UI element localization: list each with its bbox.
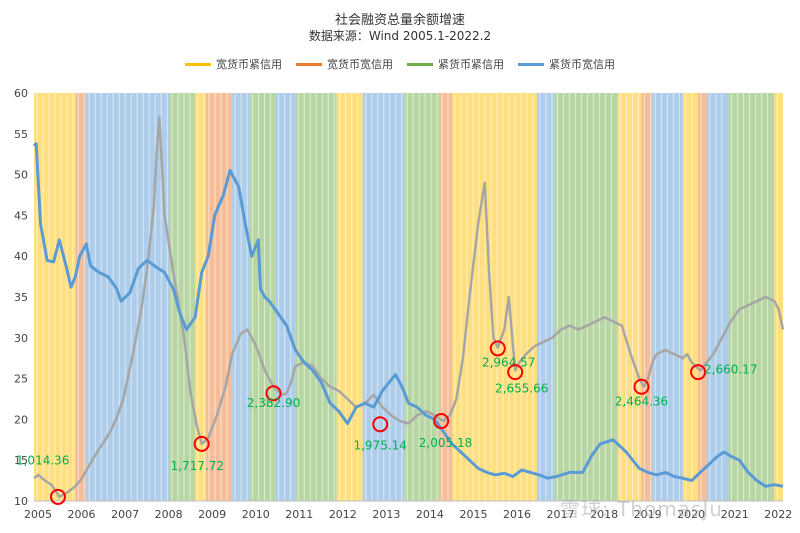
annotation-circle [433, 413, 450, 430]
x-tick-label: 2021 [721, 508, 749, 521]
regime-band [336, 93, 363, 501]
x-tick-label: 2019 [634, 508, 662, 521]
legend-item-wide-money-wide-credit: 宽货币宽信用 [296, 56, 393, 72]
annotations: 1,014.36 1,717.72 2,382.90 1,975.14 2,005.18… [16, 340, 757, 505]
annotation-label: 2,660.17 [704, 363, 757, 377]
series-lines [32, 116, 785, 499]
regime-band [706, 93, 729, 501]
x-tick-label: 2010 [242, 508, 270, 521]
x-tick-label: 2009 [198, 508, 226, 521]
annotation-label: 1,717.72 [171, 459, 224, 473]
x-tick-label: 2008 [155, 508, 183, 521]
y-tick-label: 45 [14, 209, 28, 222]
annotation-label: 2,464.36 [615, 395, 668, 409]
series-line-blue [32, 142, 784, 488]
x-tick-label: 2011 [285, 508, 313, 521]
x-tick-label: 2012 [329, 508, 357, 521]
regime-band [774, 93, 783, 501]
x-tick-label: 2020 [677, 508, 705, 521]
regime-bands [34, 93, 783, 501]
regime-band [617, 93, 642, 501]
x-tick-label: 2014 [416, 508, 444, 521]
y-tick-label: 40 [14, 250, 28, 263]
annotation-circle [489, 340, 506, 357]
y-tick-label: 50 [14, 169, 28, 182]
x-tick-label: 2015 [459, 508, 487, 521]
annotation-label: 2,382.90 [247, 396, 300, 410]
legend-swatch [185, 62, 211, 66]
regime-band [206, 93, 233, 501]
legend-item-tight-money-wide-credit: 紧货币宽信用 [518, 56, 615, 72]
x-tick-label: 2017 [547, 508, 575, 521]
legend-swatch [296, 62, 322, 66]
y-tick-label: 30 [14, 332, 28, 345]
legend-label: 紧货币紧信用 [438, 58, 504, 71]
x-tick-label: 2022 [764, 508, 792, 521]
legend-item-tight-money-tight-credit: 紧货币紧信用 [407, 56, 504, 72]
x-tick-label: 2013 [372, 508, 400, 521]
watermark: 雪球: ThomasJu [560, 497, 723, 521]
axes: 10 15 20 25 30 35 40 45 50 55 60 2005 2006 2007 2008 20… [14, 87, 792, 521]
legend-swatch [407, 62, 433, 66]
y-tick-label: 60 [14, 87, 28, 100]
x-tick-label: 2018 [590, 508, 618, 521]
y-tick-label: 15 [14, 454, 28, 467]
chart-subtitle: 数据来源：Wind 2005.1-2022.2 [308, 29, 492, 43]
regime-band [404, 93, 439, 501]
y-tick-label: 35 [14, 291, 28, 304]
annotation-label: 2,964.57 [482, 355, 535, 369]
regime-band [698, 93, 707, 501]
y-tick-label: 55 [14, 128, 28, 141]
chart-title: 社会融资总量余额增速 [334, 13, 465, 28]
legend-label: 宽货币宽信用 [327, 58, 393, 71]
regime-band [75, 93, 87, 501]
annotation-circle [633, 378, 650, 395]
annotation-circle [372, 416, 389, 433]
annotation-label: 1,975.14 [353, 439, 406, 453]
legend-item-wide-money-tight-credit: 宽货币紧信用 [185, 56, 282, 72]
annotation-label: 2,005.18 [419, 436, 472, 450]
series-line-gray [33, 116, 785, 499]
y-tick-label: 20 [14, 413, 28, 426]
regime-band [168, 93, 196, 501]
annotation-circle [49, 488, 66, 505]
x-tick-label: 2016 [503, 508, 531, 521]
annotation-label: 2,655.66 [495, 381, 548, 395]
regime-band [682, 93, 699, 501]
regime-band [195, 93, 207, 501]
y-tick-label: 25 [14, 373, 28, 386]
annotation-label: 1,014.36 [16, 453, 69, 467]
regime-band [249, 93, 276, 501]
annotation-circle [193, 435, 210, 452]
regime-band [452, 93, 537, 501]
regime-band [641, 93, 653, 501]
x-tick-label: 2006 [68, 508, 96, 521]
x-tick-label: 2007 [111, 508, 139, 521]
legend-label: 宽货币紧信用 [216, 58, 282, 71]
legend-label: 紧货币宽信用 [549, 58, 615, 71]
y-tick-label: 10 [14, 495, 28, 508]
annotation-circle [507, 364, 524, 381]
legend: 宽货币紧信用 宽货币宽信用 紧货币紧信用 紧货币宽信用 [0, 56, 800, 72]
regime-band [554, 93, 618, 501]
x-tick-label: 2005 [24, 508, 52, 521]
annotation-circle [690, 364, 707, 381]
legend-swatch [518, 62, 544, 66]
annotation-circle [265, 385, 282, 402]
